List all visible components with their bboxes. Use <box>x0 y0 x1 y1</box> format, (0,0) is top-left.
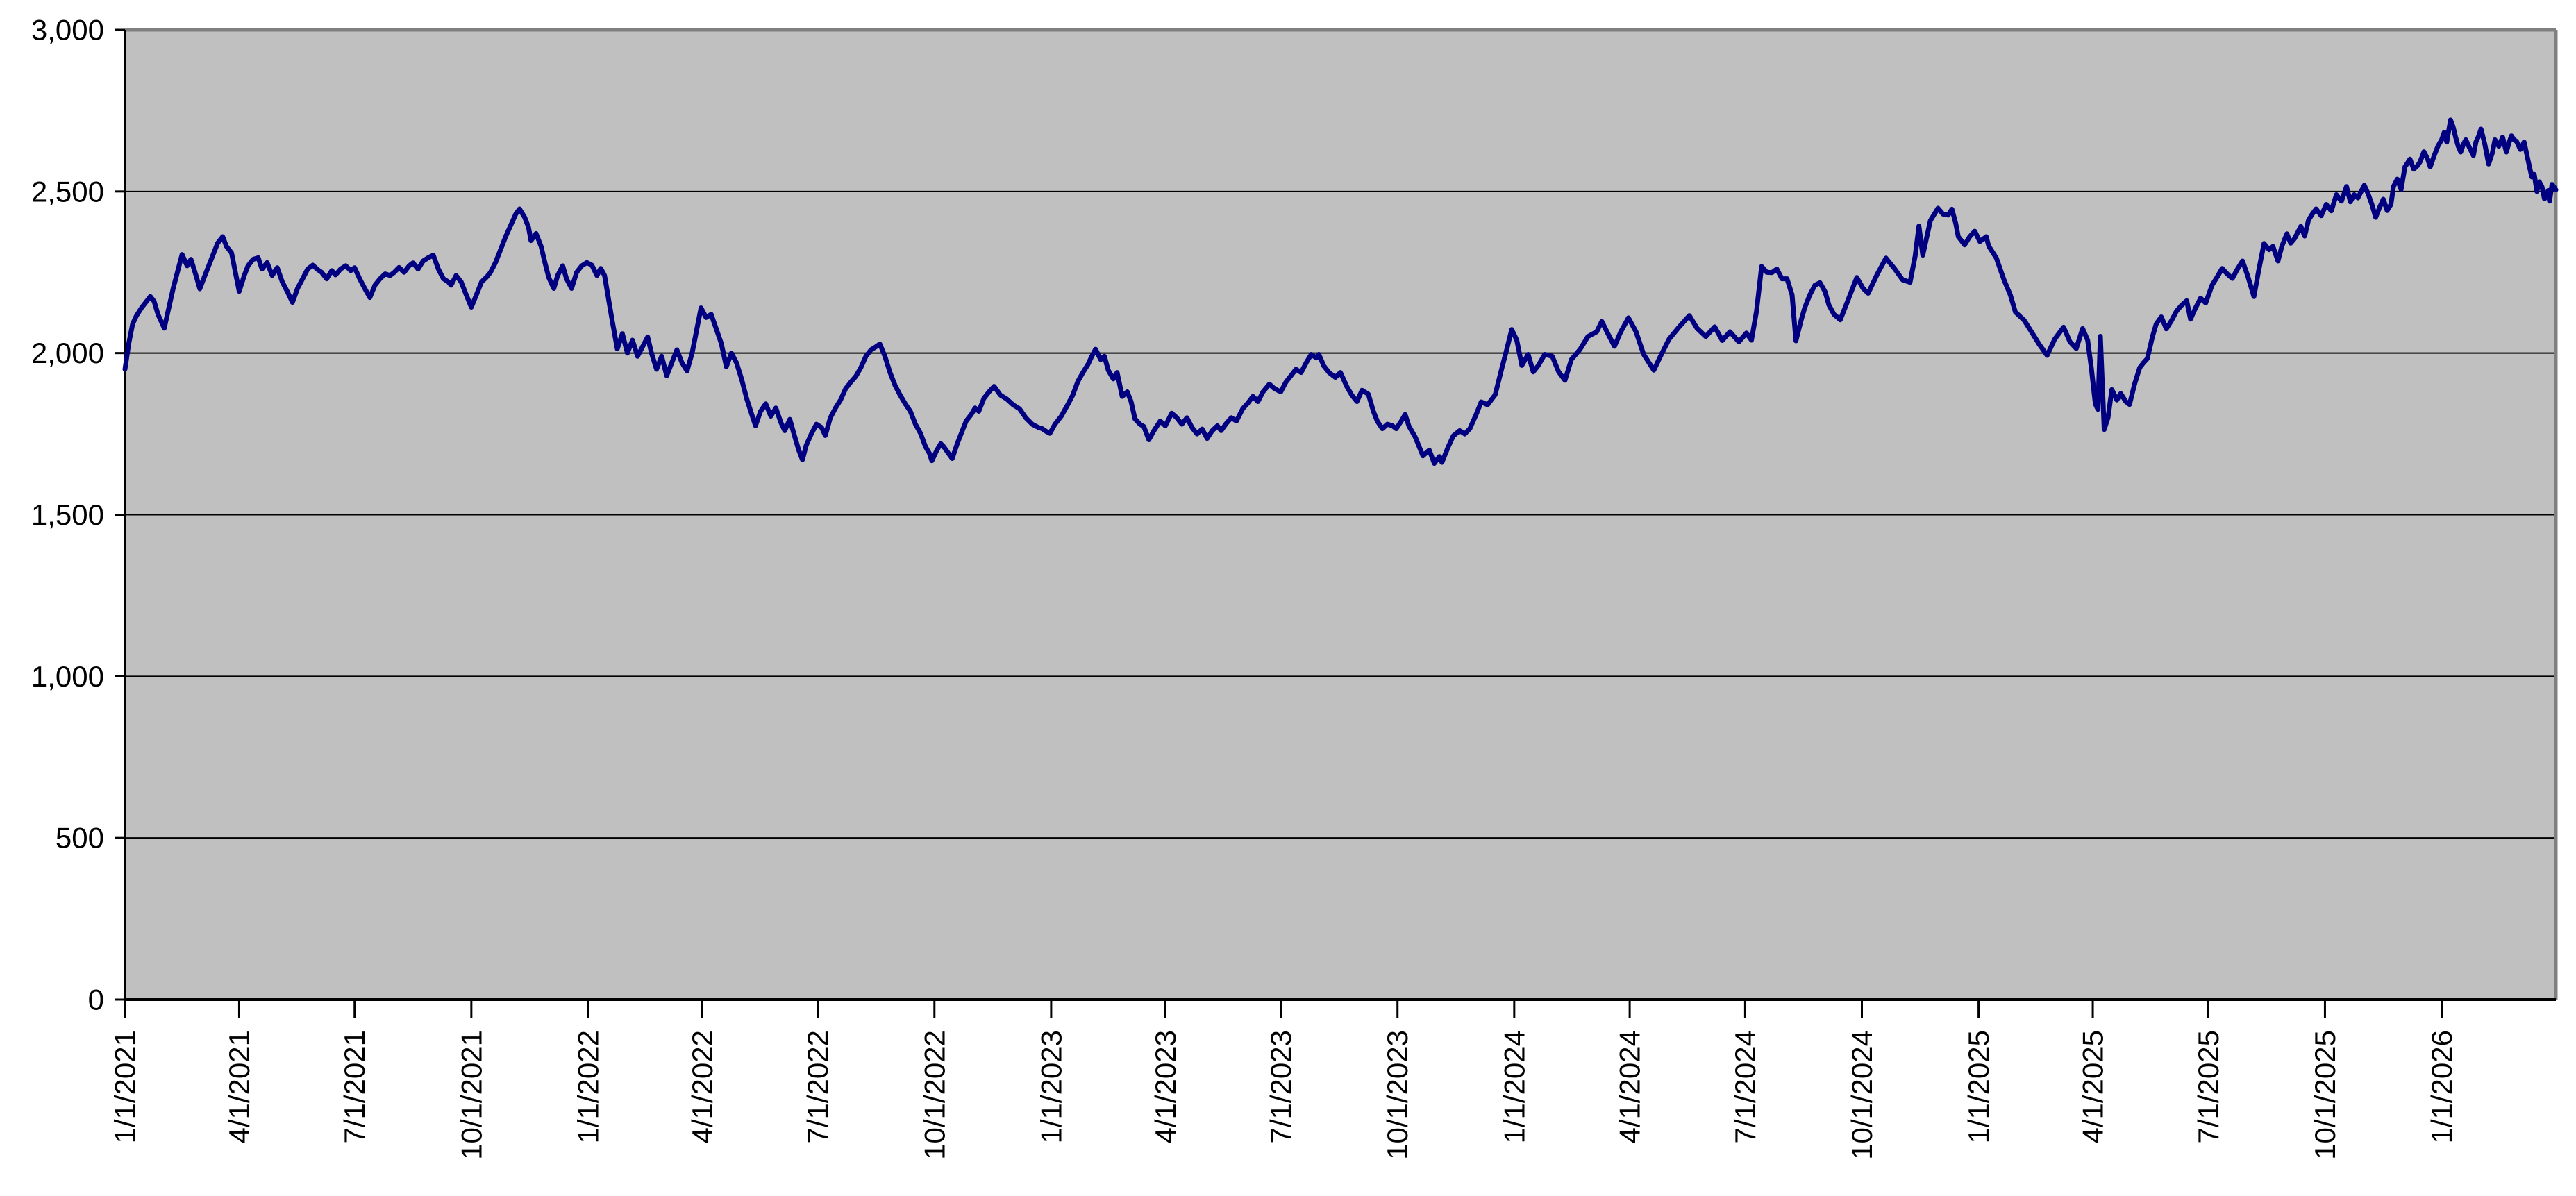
x-axis-label: 4/1/2024 <box>1614 1030 1646 1144</box>
x-axis-label: 4/1/2021 <box>223 1030 256 1144</box>
y-axis-label: 0 <box>88 984 104 1016</box>
x-axis-label: 4/1/2023 <box>1149 1030 1182 1144</box>
x-axis-label: 1/1/2024 <box>1498 1030 1530 1144</box>
x-axis-label: 1/1/2025 <box>1962 1030 1995 1144</box>
x-axis-label: 10/1/2023 <box>1381 1030 1414 1160</box>
x-axis-label: 1/1/2022 <box>571 1030 604 1144</box>
x-axis-label: 10/1/2024 <box>1846 1030 1878 1160</box>
y-axis-label: 3,000 <box>31 14 104 47</box>
x-axis-label: 10/1/2025 <box>2309 1030 2341 1160</box>
x-axis-label: 10/1/2022 <box>918 1030 951 1160</box>
x-axis-label: 4/1/2025 <box>2077 1030 2109 1144</box>
x-axis-label: 7/1/2024 <box>1729 1030 1762 1144</box>
y-axis-label: 2,500 <box>31 175 104 208</box>
x-axis-label: 1/1/2023 <box>1035 1030 1067 1144</box>
x-axis-label: 1/1/2021 <box>109 1030 142 1144</box>
data-series-line <box>122 117 2559 466</box>
y-axis-label: 2,000 <box>31 337 104 369</box>
x-axis-label: 7/1/2025 <box>2192 1030 2225 1144</box>
x-axis-label: 7/1/2021 <box>338 1030 371 1144</box>
y-axis-label: 1,500 <box>31 498 104 531</box>
x-axis-label: 1/1/2026 <box>2425 1030 2458 1144</box>
y-axis-label: 1,000 <box>31 660 104 693</box>
x-axis-label: 4/1/2022 <box>686 1030 719 1144</box>
x-axis-label: 10/1/2021 <box>455 1030 487 1160</box>
y-axis-label: 500 <box>56 822 104 854</box>
x-axis-label: 7/1/2022 <box>801 1030 834 1144</box>
x-axis-label: 7/1/2023 <box>1264 1030 1297 1144</box>
